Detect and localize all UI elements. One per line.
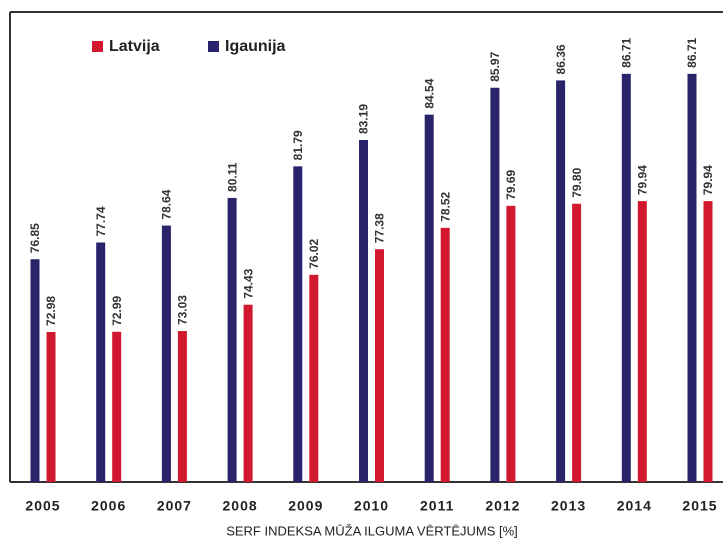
data-label: 79.94 bbox=[635, 165, 649, 195]
bar bbox=[96, 242, 106, 482]
legend-label: Igaunija bbox=[225, 38, 286, 55]
x-tick-label: 2005 bbox=[25, 498, 60, 514]
data-label: 77.74 bbox=[94, 206, 108, 236]
bar bbox=[703, 201, 713, 483]
data-label: 76.85 bbox=[28, 223, 42, 253]
bar bbox=[506, 205, 516, 482]
bar bbox=[227, 197, 237, 482]
data-label: 80.11 bbox=[225, 162, 239, 192]
data-label: 72.98 bbox=[44, 296, 58, 326]
legend-label: Latvija bbox=[109, 38, 160, 55]
bar bbox=[112, 331, 122, 482]
data-label: 86.71 bbox=[685, 37, 699, 67]
bar bbox=[375, 249, 384, 482]
bar bbox=[637, 201, 647, 483]
x-axis-title: SERF INDEKSA MŪŽA ILGUMA VĒRTĒJUMS [%] bbox=[226, 523, 518, 538]
bar bbox=[309, 274, 319, 482]
x-tick-label: 2009 bbox=[288, 498, 323, 514]
bar bbox=[243, 304, 253, 482]
data-label: 72.99 bbox=[110, 295, 124, 325]
x-tick-label: 2012 bbox=[485, 498, 520, 514]
x-tick-label: 2015 bbox=[682, 498, 717, 514]
data-label: 79.94 bbox=[701, 165, 715, 195]
bar bbox=[440, 227, 450, 482]
bar bbox=[424, 114, 434, 482]
legend-swatch bbox=[92, 41, 103, 52]
data-label: 86.36 bbox=[554, 44, 568, 74]
data-label: 84.54 bbox=[422, 78, 436, 108]
data-label: 77.38 bbox=[373, 213, 387, 243]
data-label: 76.02 bbox=[307, 238, 321, 268]
data-label: 86.71 bbox=[619, 37, 633, 67]
bar bbox=[30, 259, 40, 482]
x-tick-label: 2010 bbox=[354, 498, 389, 514]
bar bbox=[359, 140, 368, 482]
legend-swatch bbox=[208, 41, 219, 52]
bar bbox=[46, 331, 56, 482]
data-label: 81.79 bbox=[291, 130, 305, 160]
data-label: 74.43 bbox=[241, 268, 255, 298]
x-tick-label: 2014 bbox=[617, 498, 652, 514]
data-label: 79.80 bbox=[570, 167, 584, 197]
bar bbox=[621, 73, 631, 483]
data-label: 85.97 bbox=[488, 51, 502, 81]
bar bbox=[161, 225, 171, 482]
data-label: 73.03 bbox=[176, 295, 190, 325]
data-label: 83.19 bbox=[357, 104, 371, 134]
x-tick-label: 2011 bbox=[420, 498, 454, 514]
data-label: 78.64 bbox=[160, 189, 174, 219]
x-tick-label: 2008 bbox=[223, 498, 258, 514]
bar bbox=[556, 80, 566, 482]
x-tick-label: 2013 bbox=[551, 498, 586, 514]
data-label: 78.52 bbox=[438, 191, 452, 221]
data-label: 79.69 bbox=[504, 169, 518, 199]
bar bbox=[293, 166, 303, 482]
bar bbox=[572, 203, 582, 482]
x-tick-label: 2006 bbox=[91, 498, 126, 514]
bar bbox=[490, 87, 500, 482]
bar bbox=[687, 73, 697, 483]
bar bbox=[177, 331, 187, 482]
x-tick-label: 2007 bbox=[157, 498, 192, 514]
